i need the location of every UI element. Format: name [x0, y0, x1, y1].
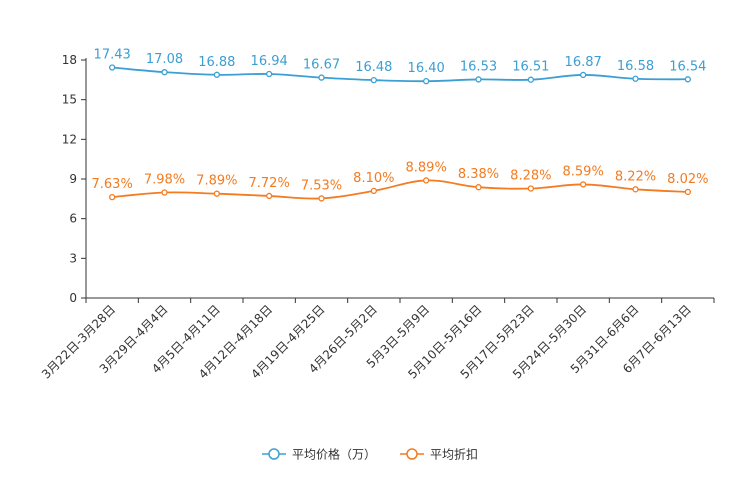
- legend-label: 平均价格（万）: [292, 447, 376, 462]
- data-label: 8.38%: [458, 167, 499, 182]
- data-label: 16.48: [355, 60, 392, 75]
- data-point: [423, 177, 430, 184]
- data-point: [632, 186, 639, 193]
- legend-marker: [406, 448, 418, 460]
- data-point: [370, 76, 377, 84]
- data-label: 7.89%: [196, 174, 237, 189]
- data-point: [161, 69, 168, 76]
- data-label: 8.02%: [667, 172, 708, 187]
- data-point: [213, 190, 220, 197]
- data-label: 7.53%: [301, 178, 342, 193]
- data-label: 7.98%: [144, 172, 185, 187]
- y-tick-label: 0: [69, 291, 77, 305]
- data-point: [632, 75, 639, 82]
- data-label: 8.22%: [615, 169, 656, 184]
- data-point: [318, 74, 325, 81]
- data-label: 7.63%: [92, 177, 133, 192]
- data-label: 16.53: [460, 59, 497, 74]
- series-1: 17.43 17.08 16.88 16.94 16.67 16.48 16.40 16.53…: [94, 48, 706, 85]
- data-label: 17.43: [94, 48, 131, 63]
- data-label: 8.10%: [353, 171, 394, 186]
- data-point: [213, 71, 220, 78]
- y-tick-label: 3: [69, 251, 77, 265]
- axes: 03691215183月22日-3月28日3月29日-4月4日4月5日-4月11…: [39, 53, 715, 382]
- data-label: 17.08: [146, 52, 183, 67]
- data-point: [266, 192, 273, 200]
- y-tick-label: 15: [62, 93, 77, 107]
- series-line: [112, 66, 688, 83]
- data-label: 16.54: [669, 59, 706, 74]
- data-point: [266, 70, 273, 78]
- data-point: [527, 76, 534, 83]
- series-layer: 17.43 17.08 16.88 16.94 16.67 16.48 16.40 16.53…: [92, 48, 708, 202]
- data-point: [109, 193, 116, 201]
- y-tick-label: 12: [62, 132, 77, 146]
- data-label: 16.51: [512, 60, 549, 75]
- y-tick-label: 18: [62, 53, 77, 67]
- data-point: [109, 64, 116, 71]
- legend-item-2: 平均折扣: [400, 447, 478, 462]
- data-point: [580, 71, 587, 79]
- data-point: [370, 187, 377, 195]
- legend: 平均价格（万） 平均折扣: [262, 447, 478, 462]
- y-tick-label: 9: [69, 172, 77, 186]
- data-label: 16.67: [303, 58, 340, 73]
- data-label: 16.88: [198, 55, 235, 70]
- legend-label: 平均折扣: [430, 447, 478, 462]
- data-label: 16.94: [251, 54, 288, 69]
- data-label: 16.58: [617, 59, 654, 74]
- series-line: [112, 179, 688, 200]
- data-point: [475, 76, 482, 83]
- data-point: [475, 184, 482, 191]
- data-point: [318, 195, 325, 202]
- data-point: [580, 181, 587, 188]
- y-tick-label: 6: [69, 212, 77, 226]
- data-point: [684, 188, 691, 196]
- data-point: [423, 78, 430, 85]
- data-point: [684, 76, 691, 83]
- series-2: 7.63% 7.98% 7.89% 7.72% 7.53% 8.10% 8.89% 8.38%…: [92, 160, 708, 202]
- data-label: 7.72%: [249, 176, 290, 191]
- legend-marker: [268, 448, 280, 460]
- data-label: 8.59%: [563, 164, 604, 179]
- data-point: [527, 185, 534, 192]
- data-point: [161, 189, 168, 196]
- legend-item-1: 平均价格（万）: [262, 447, 376, 462]
- data-label: 8.28%: [510, 169, 551, 184]
- data-label: 8.89%: [406, 160, 447, 175]
- data-label: 16.40: [408, 61, 445, 76]
- data-label: 16.87: [565, 55, 602, 70]
